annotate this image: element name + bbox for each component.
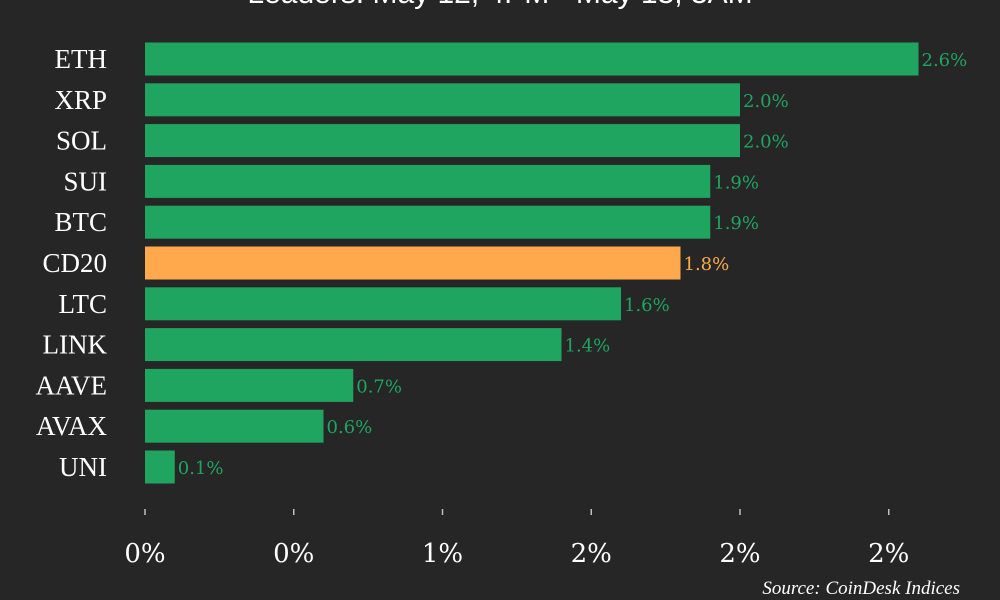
bar-btc [145,205,711,239]
value-label-avax: 0.6% [327,417,373,438]
category-label-xrp: XRP [54,85,107,115]
value-label-eth: 2.6% [922,50,968,71]
category-label-eth: ETH [55,44,107,74]
category-label-sol: SOL [56,126,107,156]
value-label-sui: 1.9% [713,172,759,193]
value-label-uni: 0.1% [178,458,224,479]
category-label-btc: BTC [54,207,107,237]
category-label-avax: AVAX [36,411,108,441]
source-note: Source: CoinDesk Indices [762,578,960,599]
bar-aave [145,368,354,402]
bar-cd20 [145,246,681,280]
category-label-ltc: LTC [58,289,107,319]
bar-xrp [145,83,740,117]
bar-uni [145,450,175,484]
value-label-link: 1.4% [565,336,611,357]
x-tick-label: 0% [124,539,165,569]
bar-avax [145,409,324,443]
x-tick-label: 2% [868,539,909,569]
value-label-ltc: 1.6% [624,295,670,316]
value-label-aave: 0.7% [356,376,402,397]
bar-ltc [145,287,621,321]
value-label-xrp: 2.0% [743,91,789,112]
bar-eth [145,42,919,76]
bar-sui [145,164,711,198]
bar-link [145,328,562,362]
value-label-cd20: 1.8% [684,254,730,275]
x-tick-label: 0% [273,539,314,569]
category-label-link: LINK [43,330,108,360]
category-label-uni: UNI [59,452,107,482]
category-label-sui: SUI [63,166,107,196]
value-label-sol: 2.0% [743,132,789,153]
bar-sol [145,124,740,158]
chart-title: Leaders: May 12, 4PM - May 13, 3AM [0,0,1000,12]
x-tick-label: 2% [571,539,612,569]
x-tick-label: 2% [719,539,760,569]
value-label-btc: 1.9% [713,213,759,234]
category-label-cd20: CD20 [42,248,107,278]
category-label-aave: AAVE [35,370,107,400]
x-tick-label: 1% [422,539,463,569]
